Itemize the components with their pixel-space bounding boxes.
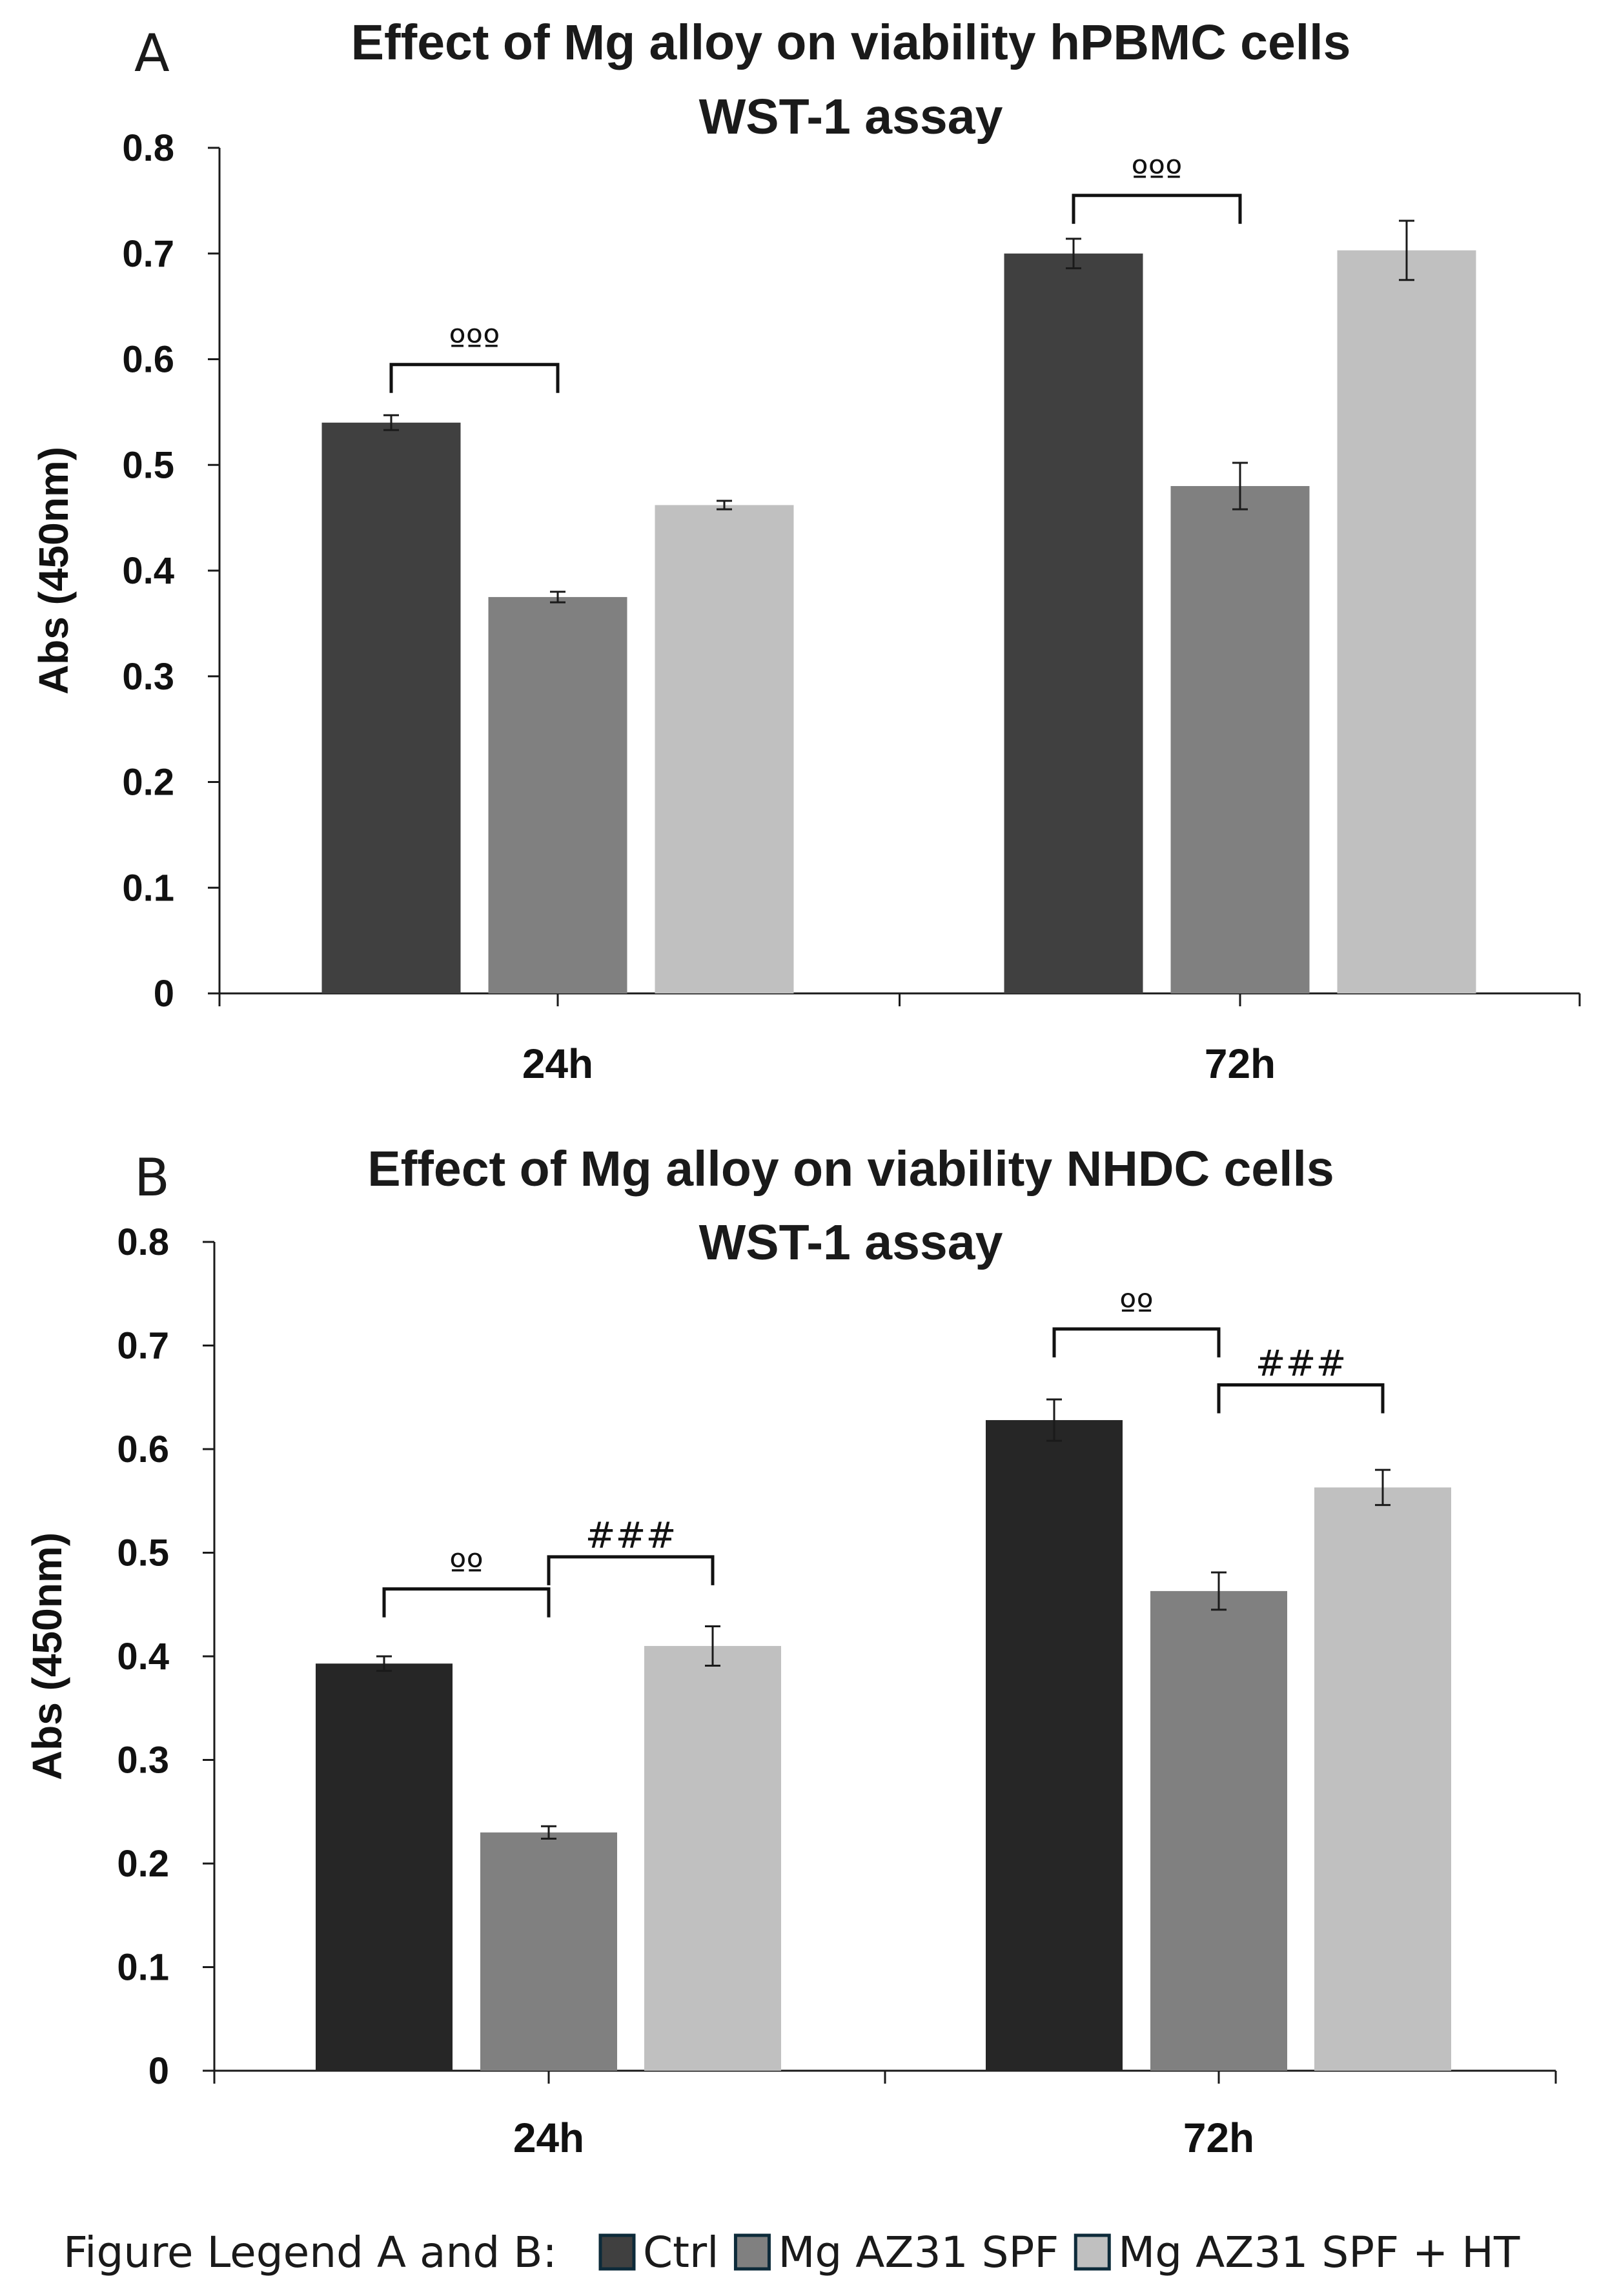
- panel-a-y-tick-label: 0.6: [122, 339, 174, 381]
- panel-b-error-bar: [376, 1655, 392, 1672]
- panel-a-error-bar: [1232, 462, 1248, 511]
- panel-b-y-tick-label: 0.3: [117, 1740, 169, 1782]
- panel-b-bar: [1150, 1590, 1287, 2071]
- panel-a-bar: [1004, 253, 1143, 993]
- panel-a-y-tick-label: 0.4: [122, 550, 174, 592]
- panel-b-error-bar: [1375, 1468, 1390, 1507]
- legend-swatch: [1074, 2233, 1111, 2271]
- panel-b-bar: [644, 1645, 781, 2071]
- panel-b-bar: [1314, 1487, 1451, 2071]
- panel-b-error-bar: [541, 1825, 556, 1840]
- panel-b-label: B: [134, 1148, 170, 1208]
- panel-b-significance-bracket: ºº: [382, 1547, 551, 1618]
- panel-b-x-tick-label: 72h: [1183, 2115, 1254, 2161]
- panel-a-bar: [655, 505, 794, 993]
- panel-a-error-bar: [1066, 238, 1081, 270]
- panel-a-y-tick-label: 0.1: [122, 867, 174, 909]
- panel-a-title-line-2: WST-1 assay: [699, 89, 1003, 145]
- legend-swatch: [598, 2233, 636, 2271]
- panel-a-significance-mark: ººº: [1131, 154, 1182, 196]
- panel-b-bar: [316, 1663, 453, 2071]
- panel-b-significance-mark: ###: [1256, 1343, 1347, 1385]
- panel-b-error-bar: [1211, 1571, 1227, 1611]
- panel-a-y-tick-label: 0: [154, 973, 174, 1015]
- legend-item: Mg AZ31 SPF: [733, 2228, 1059, 2277]
- panel-b-y-tick-label: 0.6: [117, 1428, 169, 1470]
- legend-label: Mg AZ31 SPF: [778, 2228, 1059, 2277]
- panel-b-significance-mark: ºº: [1119, 1287, 1154, 1329]
- panel-b-bar: [986, 1420, 1123, 2071]
- panel-a-bar: [1337, 250, 1476, 993]
- panel-b-bar: [480, 1832, 617, 2071]
- panel-a-y-tick-label: 0.3: [122, 656, 174, 698]
- panel-a-y-tick-label: 0.8: [122, 127, 174, 169]
- panel-a-label: A: [134, 23, 170, 83]
- panel-a-significance-bracket: ººº: [1072, 154, 1242, 224]
- panel-a-bar: [1170, 486, 1310, 993]
- panel-a-bar: [321, 422, 461, 993]
- panel-b-y-tick-label: 0: [148, 2050, 169, 2092]
- legend-label: Ctrl: [643, 2228, 718, 2277]
- panel-b-title-line-1: Effect of Mg alloy on viability NHDC cel…: [367, 1141, 1334, 1197]
- legend-item: Ctrl: [598, 2228, 718, 2277]
- panel-b-y-tick-label: 0.1: [117, 1947, 169, 1989]
- panel-a-error-bar: [1399, 219, 1414, 281]
- panel-b-significance-mark: ###: [586, 1515, 677, 1557]
- panel-a-error-bar: [717, 500, 732, 511]
- panel-a-y-tick-label: 0.2: [122, 762, 174, 804]
- panel-b-y-tick-label: 0.5: [117, 1532, 169, 1574]
- panel-a-error-bar: [383, 414, 399, 431]
- legend-label: Mg AZ31 SPF + HT: [1118, 2228, 1520, 2277]
- panel-a-title-line-1: Effect of Mg alloy on viability hPBMC ce…: [351, 15, 1351, 70]
- panel-a-error-bar: [550, 591, 565, 604]
- panel-a-significance-mark: ººº: [449, 323, 500, 365]
- legend-item: Mg AZ31 SPF + HT: [1074, 2228, 1520, 2277]
- panel-b-x-tick-label: 24h: [513, 2115, 584, 2161]
- legend-prefix: Figure Legend A and B:: [63, 2228, 557, 2277]
- legend-items: Ctrl Mg AZ31 SPF Mg AZ31 SPF + HT: [598, 2228, 1520, 2277]
- panel-b-y-tick-label: 0.4: [117, 1636, 169, 1678]
- panel-b-error-bar: [705, 1625, 720, 1667]
- panel-b-y-tick-label: 0.8: [117, 1221, 169, 1263]
- panel-a-x-tick-label: 24h: [522, 1041, 593, 1087]
- legend-swatch: [733, 2233, 771, 2271]
- chart-panel-b: B Effect of Mg alloy on viability NHDC ce…: [24, 1141, 1557, 2161]
- figure-legend: Figure Legend A and B: Ctrl Mg AZ31 SPF Mg…: [63, 2228, 1520, 2277]
- panel-a-y-tick-label: 0.5: [122, 444, 174, 486]
- panel-b-title-line-2: WST-1 assay: [699, 1215, 1003, 1270]
- panel-b-y-tick-label: 0.2: [117, 1843, 169, 1885]
- panel-b-significance-bracket: ºº: [1052, 1287, 1221, 1357]
- panel-a-y-axis-label: Abs (450nm): [30, 447, 77, 695]
- panel-a-y-tick-label: 0.7: [122, 233, 174, 275]
- panel-a-x-tick-label: 72h: [1205, 1041, 1276, 1087]
- panel-b-significance-bracket: ###: [547, 1515, 715, 1585]
- panel-a-bar: [488, 596, 627, 993]
- panel-b-y-axis-label: Abs (450nm): [24, 1532, 70, 1780]
- panel-b-significance-mark: ºº: [449, 1547, 484, 1589]
- chart-panel-a: A Effect of Mg alloy on viability hPBMC c…: [30, 15, 1581, 1087]
- panel-b-y-tick-label: 0.7: [117, 1325, 169, 1367]
- panel-a-significance-bracket: ººº: [389, 323, 560, 393]
- panel-b-error-bar: [1046, 1398, 1062, 1442]
- panel-b-significance-bracket: ###: [1217, 1343, 1385, 1414]
